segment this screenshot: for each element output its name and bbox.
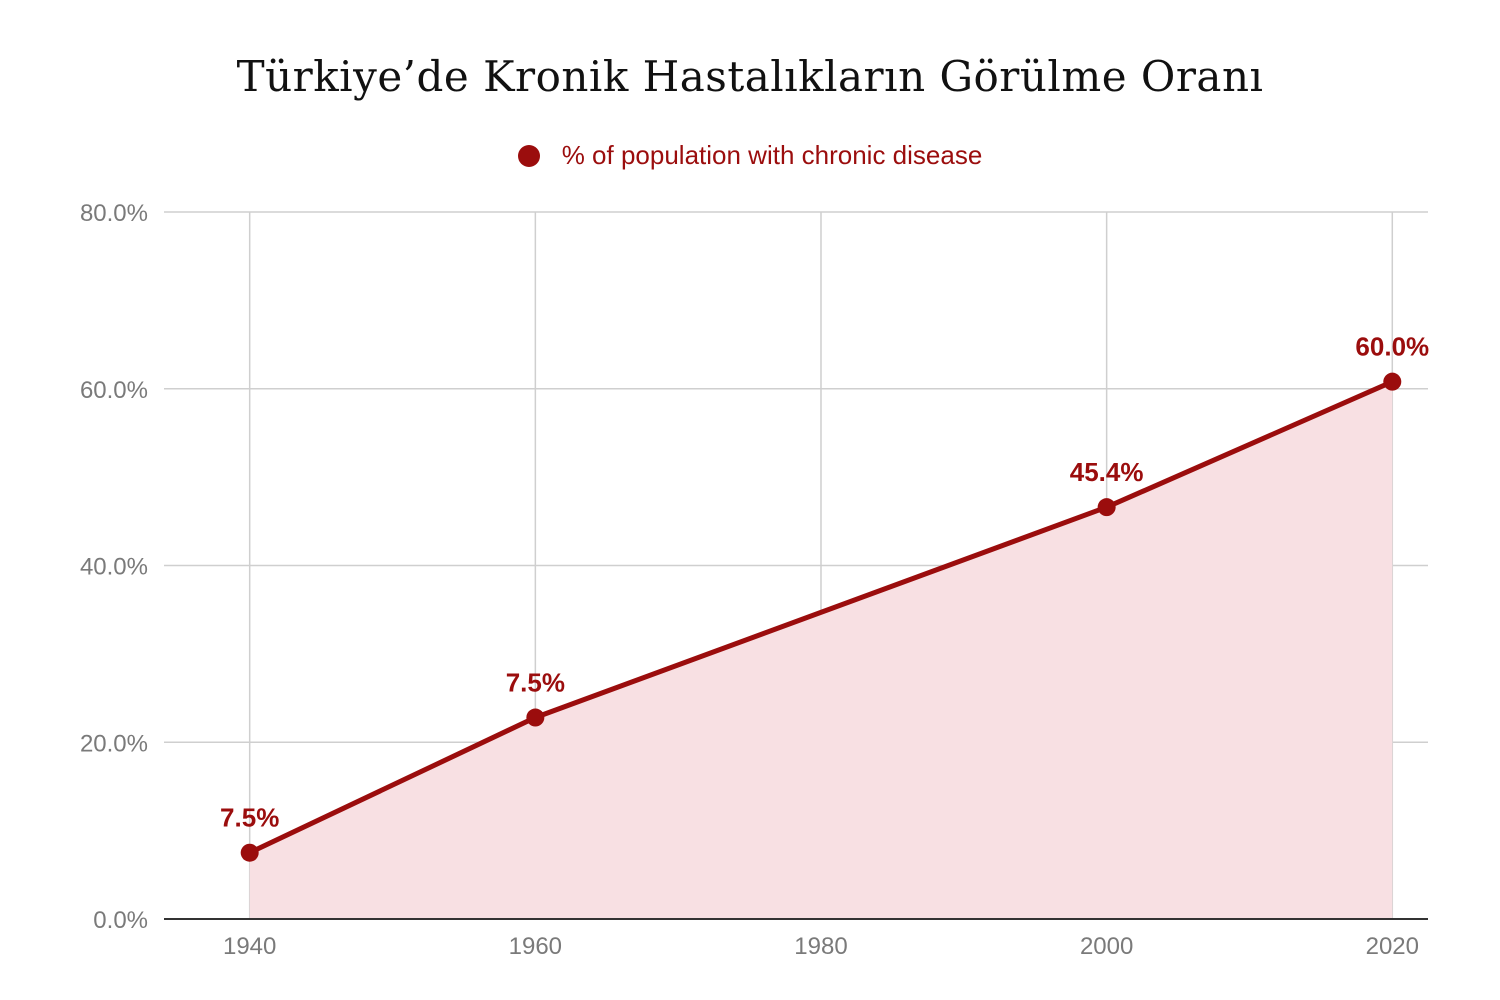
y-tick-label: 60.0%	[80, 377, 148, 404]
x-axis-ticks: 1940 1960 1980 2000 2020	[223, 933, 1419, 960]
x-tick-label: 2020	[1366, 933, 1419, 960]
x-tick-label: 1940	[223, 933, 276, 960]
data-label: 45.4%	[1070, 457, 1144, 487]
data-label: 7.5%	[220, 803, 279, 833]
legend-label: % of population with chronic disease	[561, 140, 983, 170]
legend: % of population with chronic disease	[0, 140, 1500, 171]
y-tick-label: 40.0%	[80, 554, 148, 581]
chart-title: Türkiye’de Kronik Hastalıkların Görülme …	[236, 52, 1264, 101]
data-point	[240, 843, 259, 862]
y-tick-label: 0.0%	[93, 907, 148, 934]
data-point	[1383, 372, 1402, 391]
data-label: 60.0%	[1355, 332, 1429, 362]
series-line	[248, 379, 1394, 855]
legend-marker-icon	[517, 144, 540, 167]
y-axis-ticks: 0.0% 20.0% 40.0% 60.0% 80.0%	[80, 200, 148, 934]
data-point	[1097, 498, 1116, 517]
x-tick-label: 2000	[1080, 933, 1133, 960]
x-tick-label: 1980	[794, 933, 847, 960]
data-labels: 7.5% 7.5% 45.4% 60.0%	[220, 332, 1429, 833]
data-point	[526, 708, 545, 727]
x-tick-label: 1960	[509, 933, 562, 960]
y-tick-label: 80.0%	[80, 200, 148, 227]
y-tick-label: 20.0%	[80, 730, 148, 757]
data-points	[240, 372, 1402, 862]
data-label: 7.5%	[506, 668, 565, 698]
